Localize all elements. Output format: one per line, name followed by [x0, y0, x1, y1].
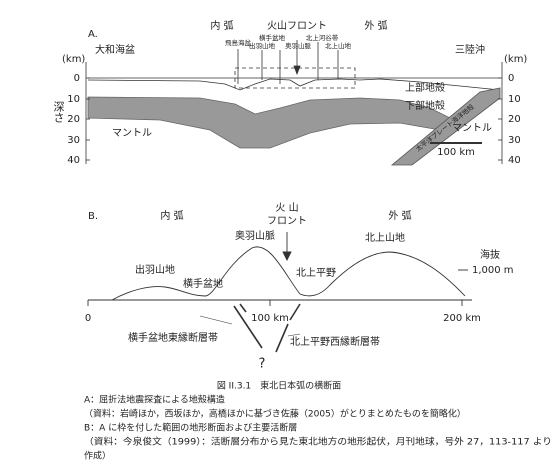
landform-label: 横手盆地 [183, 277, 223, 290]
tick-label: 30 [67, 135, 80, 146]
tick-label: 0 [508, 73, 514, 84]
panel-label: A. [88, 29, 98, 40]
elevation-scale: 1,000 m [472, 265, 514, 276]
tick-label: 20 [67, 114, 80, 125]
tick-label: 10 [508, 94, 521, 105]
feature-label: 北上河谷帯 [306, 33, 339, 42]
tick-label: 200 km [443, 313, 481, 324]
unknown-mark: ? [259, 357, 266, 372]
outer-arc: 外 弧 [364, 19, 387, 32]
tick-label: 20 [508, 114, 521, 125]
layer-label: マントル [112, 128, 152, 139]
tick-label: 10 [67, 94, 80, 105]
tick-label: 40 [67, 155, 80, 166]
depth-ticks [86, 77, 502, 161]
landform-label: 出羽山地 [135, 263, 175, 276]
layer-label: マントル [452, 123, 492, 134]
outer-arc: 外 弧 [388, 209, 411, 222]
tick-label: 30 [508, 135, 521, 146]
scale-label: 100 km [437, 147, 475, 158]
feature-label: 横手盆地 [259, 33, 286, 42]
tick-label: 0 [85, 313, 91, 324]
caption-line: 作成） [84, 450, 111, 462]
axis-unit: (km) [62, 54, 85, 65]
fault-label: 北上平野西縁断層帯 [290, 335, 380, 348]
region-label: 三陸沖 [455, 43, 485, 56]
caption-line: （資料：今泉俊文（1999）：活断層分布から見た東北地方の地形起伏，月刊地球，号… [84, 436, 552, 448]
tick-label: 100 km [251, 313, 289, 324]
tick-label: 0 [74, 73, 80, 84]
inner-arc: 内 弧 [160, 209, 183, 222]
caption-line: （資料：岩崎ほか，西坂ほか，高橋ほかに基づき佐藤（2005）がとりまとめたものを… [84, 408, 466, 420]
panel-b-profile [87, 232, 472, 353]
volcanic-front: 火山フロント [267, 20, 327, 32]
panel-label: B. [88, 211, 98, 222]
caption-line: B：A に枠を付した範囲の地形断面および主要活断層 [84, 422, 297, 434]
feature-label: 出羽山地 [249, 41, 276, 50]
inner-arc: 内 弧 [210, 19, 233, 32]
tick-label: 40 [508, 155, 521, 166]
landform-label: 北上平野 [296, 267, 336, 279]
landform-label: 北上山地 [365, 231, 405, 244]
fault-lines [233, 303, 301, 353]
caption-title: 図 II.3.1 東北日本弧の横断面 [217, 380, 341, 392]
feature-label: 飛島海盆 [225, 38, 252, 47]
layer-label: 上部地殻 [405, 81, 445, 94]
layer-label: 下部地殻 [405, 99, 445, 112]
feature-leaders [237, 40, 339, 84]
landform-label: 奥羽山脈 [235, 229, 275, 242]
feature-label: 北上山地 [325, 41, 352, 50]
panel-a-section [85, 40, 503, 166]
volcanic-front: フロント [267, 216, 307, 227]
feature-label: 奥羽山脈 [285, 41, 312, 50]
volcanic-front: 火 山 [275, 202, 298, 214]
axis-unit: (km) [504, 54, 527, 65]
region-label: 大和海盆 [95, 43, 135, 56]
caption-line: A：屈折法地震探査による地殻構造 [84, 394, 225, 406]
fault-label: 横手盆地東縁断層帯 [128, 331, 218, 344]
axis-title: 深さ [52, 101, 65, 123]
elevation-title: 海抜 [480, 248, 500, 261]
